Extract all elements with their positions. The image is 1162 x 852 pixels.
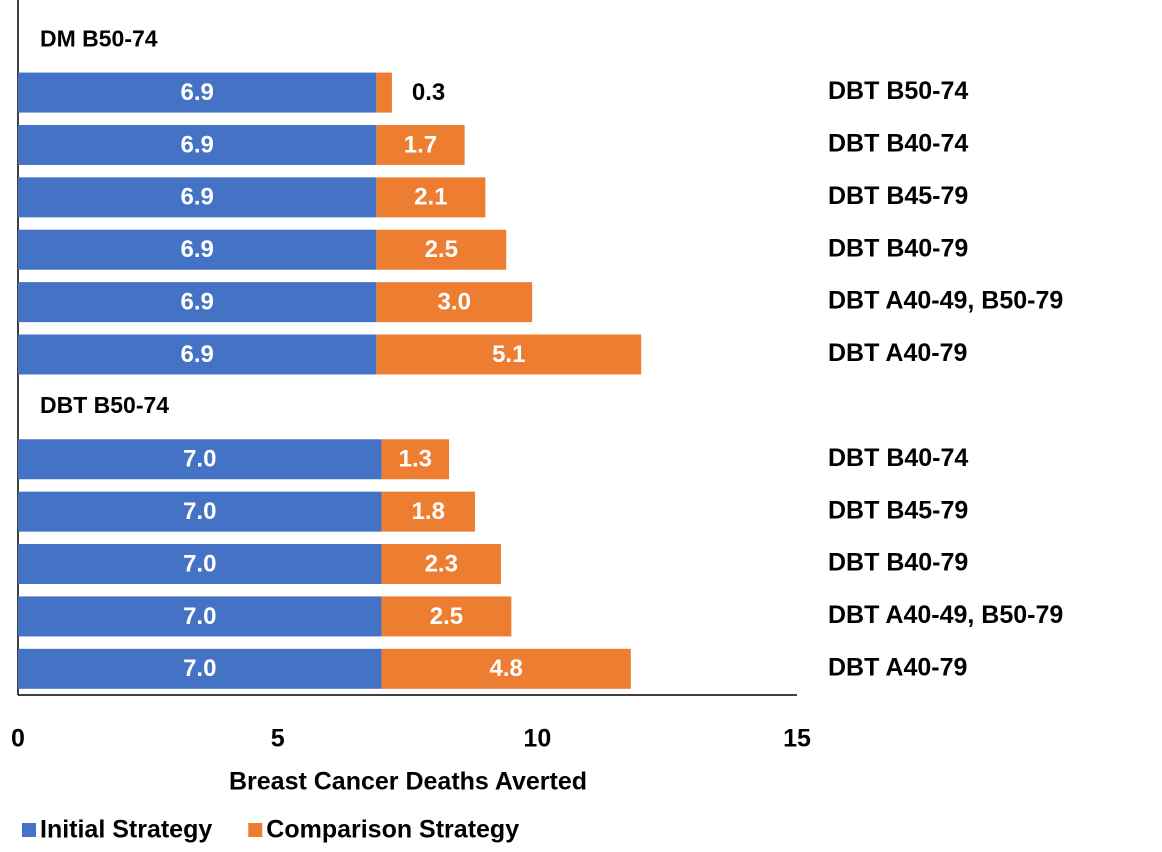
group-label: DBT B50-74 [40, 392, 169, 418]
bar-segment [376, 229, 507, 270]
category-label: DBT A40-49, B50-79 [828, 287, 1063, 315]
bar-segment [381, 439, 450, 480]
bar-segment [381, 596, 512, 637]
category-label: DBT B40-74 [828, 130, 968, 158]
value-label: 6.9 [180, 131, 213, 158]
category-label: DBT B40-79 [828, 234, 968, 262]
bar-segment [18, 596, 382, 637]
bar-segment [376, 177, 486, 218]
value-label: 6.9 [180, 288, 213, 315]
value-label: 7.0 [183, 498, 216, 525]
category-label: DBT B45-79 [828, 182, 968, 210]
value-label: 1.3 [399, 446, 432, 473]
value-label: 3.0 [438, 288, 471, 315]
value-label: 0.3 [412, 79, 445, 106]
bar-segment [376, 72, 392, 113]
value-label: 5.1 [492, 341, 525, 368]
legend-swatch [248, 823, 263, 837]
value-label: 1.7 [404, 131, 437, 158]
legend-label: Comparison Strategy [266, 816, 519, 844]
legend-label: Initial Strategy [40, 816, 212, 844]
bar-segment [381, 491, 476, 532]
bar-segment [381, 544, 501, 585]
legend-swatch [22, 823, 36, 837]
value-label: 2.5 [430, 603, 463, 630]
value-label: 7.0 [183, 550, 216, 577]
bar-segment [18, 491, 382, 532]
value-label: 7.0 [183, 446, 216, 473]
x-tick-label: 10 [523, 725, 551, 753]
category-label: DBT A40-79 [828, 339, 967, 367]
category-label: DBT B40-74 [828, 444, 968, 472]
value-label: 6.9 [180, 184, 213, 211]
bar-segment [18, 544, 382, 585]
bar-segment [18, 648, 382, 689]
value-label: 6.9 [180, 79, 213, 106]
bar-segment [18, 282, 377, 323]
x-tick-label: 0 [11, 725, 25, 753]
bar-segment [18, 229, 377, 270]
bar-segment [376, 124, 465, 165]
bar-segment [18, 439, 382, 480]
value-label: 2.5 [425, 236, 458, 263]
value-label: 2.1 [414, 184, 447, 211]
value-label: 4.8 [489, 655, 522, 682]
value-label: 2.3 [425, 550, 458, 577]
category-label: DBT B45-79 [828, 496, 968, 524]
bar-segment [18, 334, 377, 375]
category-label: DBT B40-79 [828, 549, 968, 577]
value-label: 7.0 [183, 655, 216, 682]
value-label: 6.9 [180, 341, 213, 368]
bar-segment [376, 282, 533, 323]
value-label: 7.0 [183, 603, 216, 630]
bar-segment [18, 72, 377, 113]
x-tick-label: 15 [783, 725, 811, 753]
bar-segment [18, 124, 377, 165]
bar-segment [376, 334, 642, 375]
x-tick-label: 5 [271, 725, 285, 753]
group-label: DM B50-74 [40, 25, 158, 51]
value-label: 1.8 [412, 498, 445, 525]
category-label: DBT B50-74 [828, 77, 968, 105]
bar-segment [381, 648, 631, 689]
category-label: DBT A40-49, B50-79 [828, 601, 1063, 629]
value-label: 6.9 [180, 236, 213, 263]
bar-segment [18, 177, 377, 218]
category-label: DBT A40-79 [828, 653, 967, 681]
x-axis-title: Breast Cancer Deaths Averted [229, 768, 587, 796]
